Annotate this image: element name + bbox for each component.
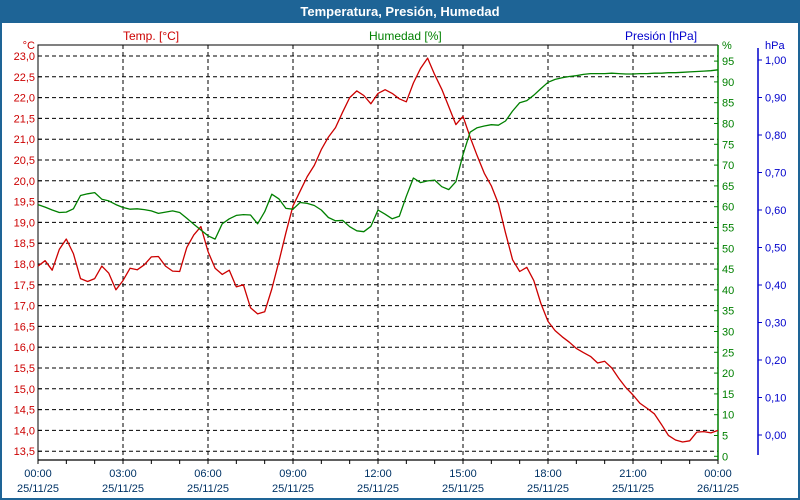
- temp-axis-tick-label: 13,5: [14, 446, 35, 458]
- plot-border: [37, 44, 718, 460]
- temp-axis-tick-label: 14,5: [14, 405, 35, 417]
- x-axis-date-label: 25/11/25: [17, 483, 59, 495]
- pressure-axis-tick-label: 0,10: [765, 393, 786, 405]
- humidity-axis-tick-label: 75: [722, 139, 734, 151]
- x-axis-date-label: 25/11/25: [442, 483, 484, 495]
- humidity-axis-tick-label: 60: [722, 202, 734, 214]
- humidity-axis-tick-label: 0: [722, 451, 728, 463]
- humidity-axis-tick-label: 90: [722, 77, 734, 89]
- temp-axis-tick-label: 22,0: [14, 93, 35, 105]
- temp-axis-tick-label: 15,5: [14, 363, 35, 375]
- temp-axis-tick-label: 18,5: [14, 238, 35, 250]
- legend-temp-label: Temp. [°C]: [123, 29, 180, 43]
- humidity-axis-tick-label: 65: [722, 181, 734, 193]
- humidity-axis-tick-label: 80: [722, 119, 734, 131]
- x-axis-date-label: 25/11/25: [612, 483, 654, 495]
- humidity-axis-tick-label: 20: [722, 368, 734, 380]
- pressure-axis-tick-label: 0,60: [765, 205, 786, 217]
- pressure-axis-tick-label: 0,40: [765, 280, 786, 292]
- x-axis-time-label: 09:00: [279, 468, 307, 480]
- pressure-axis-tick-label: 0,00: [765, 430, 786, 442]
- pressure-axis-tick-label: 0,90: [765, 93, 786, 105]
- pressure-axis-tick-label: 0,20: [765, 355, 786, 367]
- humidity-series-line: [37, 69, 719, 240]
- humidity-axis-tick-label: 95: [722, 56, 734, 68]
- humidity-axis-tick-label: 25: [722, 347, 734, 359]
- temp-axis-tick-label: 14,0: [14, 425, 35, 437]
- x-axis-time-label: 18:00: [534, 468, 562, 480]
- pressure-axis-tick-label: 0,50: [765, 243, 786, 255]
- temperature-series-line: [37, 57, 719, 443]
- humidity-axis-tick-label: 45: [722, 264, 734, 276]
- pressure-axis-tick-label: 1,00: [765, 55, 786, 67]
- humidity-axis-tick-label: 35: [722, 306, 734, 318]
- legend-pressure-label: Presión [hPa]: [625, 29, 698, 43]
- x-axis-time-label: 12:00: [364, 468, 392, 480]
- x-axis-date-label: 26/11/25: [697, 483, 739, 495]
- x-axis-time-label: 15:00: [449, 468, 477, 480]
- x-axis-date-label: 25/11/25: [187, 483, 229, 495]
- humidity-axis-tick-label: 40: [722, 285, 734, 297]
- x-axis-time-label: 03:00: [109, 468, 137, 480]
- humidity-axis-tick-label: 55: [722, 223, 734, 235]
- temp-axis-tick-label: 19,5: [14, 197, 35, 209]
- legend-humidity-label: Humedad [%]: [369, 29, 442, 43]
- temp-axis-tick-label: 20,0: [14, 176, 35, 188]
- temp-axis-tick-label: 15,0: [14, 384, 35, 396]
- x-axis-time-label: 00:00: [24, 468, 52, 480]
- pressure-axis-unit: hPa: [765, 40, 785, 52]
- temp-axis-tick-label: 16,5: [14, 321, 35, 333]
- pressure-axis-tick-label: 0,30: [765, 318, 786, 330]
- pressure-axis-tick-label: 0,80: [765, 130, 786, 142]
- humidity-axis-tick-label: 70: [722, 160, 734, 172]
- temp-axis-tick-label: 23,0: [14, 51, 35, 63]
- title-bar: Temperatura, Presión, Humedad: [0, 0, 800, 23]
- x-axis-date-label: 25/11/25: [357, 483, 399, 495]
- temp-axis-tick-label: 18,0: [14, 259, 35, 271]
- x-axis-time-label: 06:00: [194, 468, 222, 480]
- temp-axis-tick-label: 22,5: [14, 72, 35, 84]
- humidity-axis-tick-label: 85: [722, 98, 734, 110]
- humidity-axis-unit: %: [722, 40, 732, 52]
- x-axis-time-label: 21:00: [619, 468, 647, 480]
- humidity-axis-tick-label: 50: [722, 243, 734, 255]
- temp-axis-unit: °C: [23, 40, 35, 52]
- x-axis-date-label: 25/11/25: [272, 483, 314, 495]
- temp-axis-tick-label: 20,5: [14, 155, 35, 167]
- x-axis-date-label: 25/11/25: [102, 483, 144, 495]
- temp-axis-tick-label: 21,5: [14, 113, 35, 125]
- x-axis-time-label: 00:00: [704, 468, 732, 480]
- temp-axis-tick-label: 21,0: [14, 134, 35, 146]
- humidity-axis-tick-label: 30: [722, 327, 734, 339]
- humidity-axis-tick-label: 10: [722, 410, 734, 422]
- humidity-axis-tick-label: 5: [722, 431, 728, 443]
- temp-axis-tick-label: 16,0: [14, 342, 35, 354]
- temp-axis-tick-label: 17,0: [14, 301, 35, 313]
- x-axis-date-label: 25/11/25: [527, 483, 569, 495]
- pressure-axis-tick-label: 0,70: [765, 168, 786, 180]
- temp-axis-tick-label: 19,0: [14, 217, 35, 229]
- temp-axis-tick-label: 17,5: [14, 280, 35, 292]
- humidity-axis-tick-label: 15: [722, 389, 734, 401]
